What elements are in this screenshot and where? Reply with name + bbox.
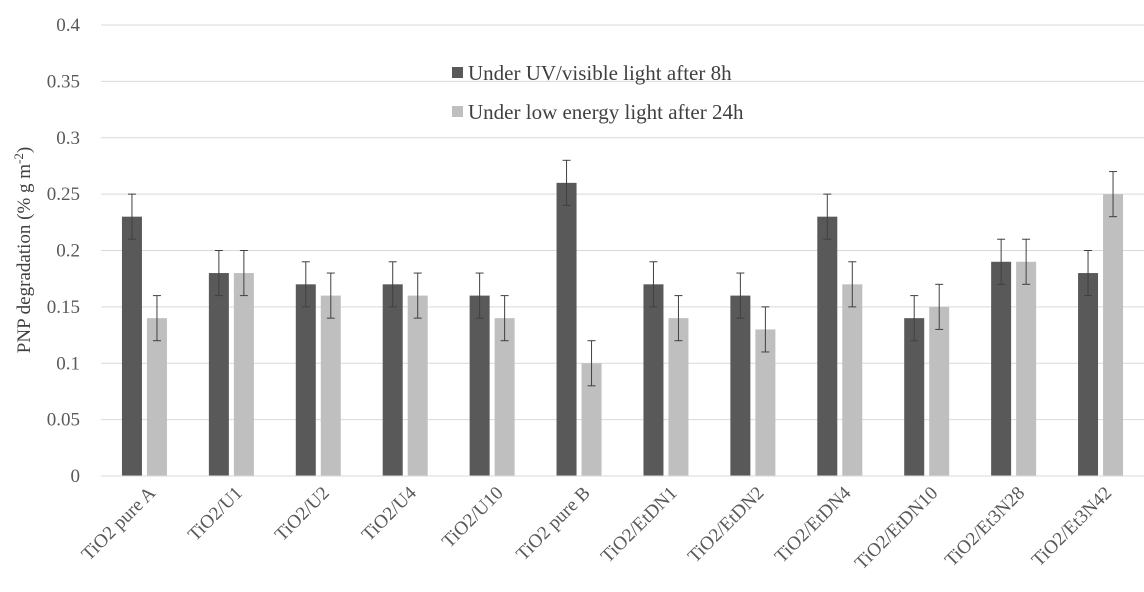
legend-swatch-low-energy: [452, 106, 463, 117]
bar: [929, 306, 950, 476]
bar: [755, 329, 776, 476]
bar: [382, 284, 403, 476]
bar: [643, 284, 664, 476]
x-tick-label: TiO2/EtDN1: [597, 483, 682, 568]
y-tick-label: 0.1: [56, 353, 80, 374]
bar: [469, 295, 490, 476]
bar: [817, 216, 838, 477]
y-tick-label: 0.2: [56, 241, 80, 262]
x-tick-label: TiO2/U4: [358, 482, 421, 545]
x-tick-label: TiO2/U1: [184, 483, 247, 546]
bars: [121, 182, 1124, 477]
y-axis-ticks: 0 0.05 0.1 0.15 0.2 0.25 0.3 0.35 0.4: [47, 15, 81, 487]
bar: [208, 273, 229, 476]
bar: [1016, 261, 1037, 476]
x-tick-label: TiO2 pure A: [78, 482, 160, 564]
legend-label-low-energy: Under low energy light after 24h: [468, 100, 744, 124]
x-tick-label: TiO2/Et3N42: [1028, 483, 1116, 571]
y-tick-label: 0.15: [47, 297, 80, 318]
bar: [581, 363, 602, 476]
x-tick-label: TiO2 pure B: [512, 483, 594, 565]
bar: [1078, 273, 1099, 476]
x-tick-label: TiO2/U10: [438, 483, 508, 553]
bar: [556, 182, 577, 476]
y-tick-label: 0.4: [56, 15, 80, 36]
x-tick-label: TiO2/Et3N28: [941, 483, 1029, 571]
x-tick-label: TiO2/U2: [271, 483, 334, 546]
x-tick-label: TiO2/EtDN10: [851, 483, 942, 574]
bar: [146, 318, 167, 476]
x-tick-label: TiO2/EtDN2: [684, 483, 769, 568]
bar: [904, 318, 925, 476]
bar: [121, 216, 142, 477]
y-tick-label: 0.3: [56, 128, 80, 149]
x-tick-label: TiO2/EtDN4: [771, 482, 856, 567]
gridlines: [101, 24, 1144, 421]
error-bars: [127, 159, 1118, 387]
x-axis-ticks: TiO2 pure A TiO2/U1 TiO2/U2 TiO2/U4 TiO2/U10…: [78, 482, 1116, 574]
bar: [730, 295, 751, 476]
legend-label-uv: Under UV/visible light after 8h: [468, 61, 732, 85]
legend-swatch-uv: [452, 67, 463, 78]
y-tick-label: 0.35: [47, 71, 80, 92]
bar: [668, 318, 689, 476]
legend: Under UV/visible light after 8h Under lo…: [452, 61, 744, 124]
bar: [295, 284, 316, 476]
y-tick-label: 0.25: [47, 184, 80, 205]
y-tick-label: 0.05: [47, 410, 80, 431]
bar: [494, 318, 515, 476]
y-tick-label: 0: [71, 466, 81, 487]
y-axis-label: PNP degradation (% g m-2): [11, 147, 36, 353]
bar: [991, 261, 1012, 476]
bar: [233, 273, 254, 476]
bar: [1103, 194, 1124, 476]
bar: [842, 284, 863, 476]
bar: [320, 295, 341, 476]
bar: [407, 295, 428, 476]
